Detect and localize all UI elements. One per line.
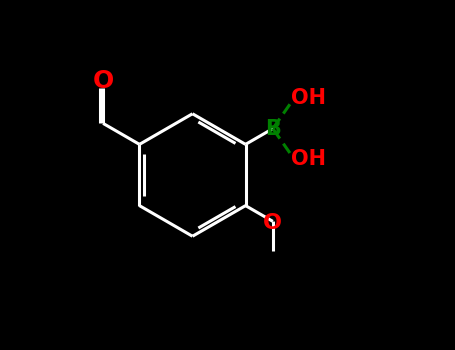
Text: OH: OH	[291, 149, 326, 169]
Text: OH: OH	[291, 88, 326, 108]
Text: B: B	[265, 119, 281, 139]
Text: O: O	[263, 213, 282, 233]
Text: O: O	[92, 69, 114, 93]
